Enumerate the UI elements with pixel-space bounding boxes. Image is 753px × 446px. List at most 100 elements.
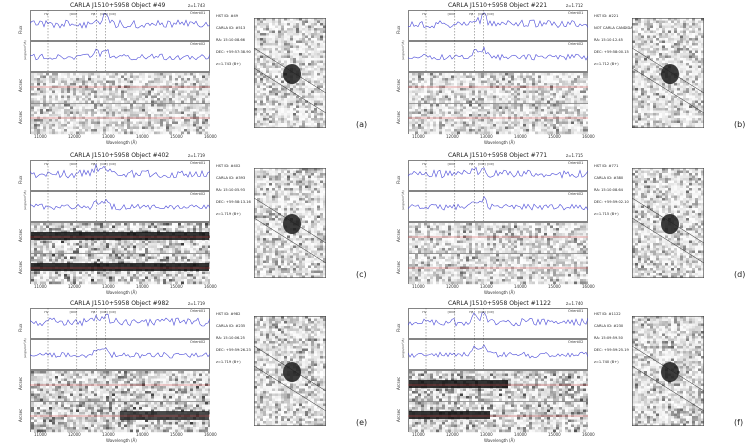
arcsec-axis-label: Arcsec <box>18 111 23 124</box>
arcsec-axis-label: Arcsec <box>18 377 23 390</box>
object-info-line: DEC: +59:58:00.15 <box>594 48 629 56</box>
arcsec-axis-label: Arcsec <box>18 229 23 242</box>
wavelength-tick: 12000 <box>68 134 81 139</box>
wavelength-axis-label: Wavelength (Å) <box>484 438 515 443</box>
wavelength-tick: 13000 <box>480 134 493 139</box>
arcsec-axis-label: Arcsec <box>396 261 401 274</box>
emission-line-label: Hγ <box>44 162 48 166</box>
wavelength-tick: 11000 <box>34 432 47 437</box>
emission-line-label: [OIII] <box>448 310 455 314</box>
object-info-line: HST ID: #982 <box>216 310 240 318</box>
figure-panel-d: CARLA J1510+5958 Object #771 z=1.715 Hγ [OI… <box>378 150 753 298</box>
object-info-line: HST ID: #1122 <box>594 310 621 318</box>
orient-label: Orient02 <box>190 192 205 196</box>
wavelength-tick: 15000 <box>170 432 183 437</box>
redshift-label: z=1.743 <box>188 3 205 8</box>
emission-line-label: [OII] <box>109 12 115 16</box>
emission-line-label: [OIII] <box>478 12 485 16</box>
spectrum-plot <box>408 10 588 138</box>
object-info-line: z=1.715 (B+) <box>594 210 619 218</box>
orient-label: Orient01 <box>568 11 583 15</box>
panel-title: CARLA J1510+5958 Object #982 <box>70 300 169 307</box>
redshift-label: z=1.715 <box>566 153 583 158</box>
emission-line-label: Hβ <box>469 162 473 166</box>
wavelength-tick: 12000 <box>68 284 81 289</box>
emission-line-label: Hγ <box>422 310 426 314</box>
object-info-line: RA: 15:10:06.25 <box>216 334 245 342</box>
arcsec-axis-label: Arcsec <box>18 409 23 422</box>
object-info-line: CARLA ID: #230 <box>594 322 623 330</box>
object-info-line: DEC: +59:57:38.90 <box>216 48 251 56</box>
panel-letter: (a) <box>356 120 367 129</box>
panel-title: CARLA J1510+5958 Object #1122 <box>448 300 551 307</box>
wavelength-tick: 16000 <box>204 432 217 437</box>
wavelength-tick: 14000 <box>514 284 527 289</box>
wavelength-tick: 14000 <box>136 134 149 139</box>
object-info-line: HST ID: #221 <box>594 12 618 20</box>
emission-line-label: [OIII] <box>100 162 107 166</box>
panel-letter: (f) <box>734 418 743 427</box>
hst-thumbnail <box>254 168 326 278</box>
arcsec-axis-label: Arcsec <box>396 79 401 92</box>
wavelength-tick: 14000 <box>514 134 527 139</box>
panel-title: CARLA J1510+5958 Object #771 <box>448 152 547 159</box>
hst-thumbnail <box>632 18 704 128</box>
object-info-line: DEC: +59:59:25.19 <box>594 346 629 354</box>
emission-line-label: [OIII] <box>448 162 455 166</box>
wavelength-axis-label: Wavelength (Å) <box>106 140 137 145</box>
spectrum-plot <box>408 308 588 436</box>
orient-label: Orient01 <box>190 161 205 165</box>
flux-axis-label: Flux <box>396 176 401 184</box>
wavelength-tick: 16000 <box>582 432 595 437</box>
arcsec-axis-label: Arcsec <box>396 377 401 390</box>
spectrum-plot <box>30 308 210 436</box>
redshift-label: z=1.712 <box>566 3 583 8</box>
orient-label: Orient01 <box>190 11 205 15</box>
orient-label: Orient02 <box>568 42 583 46</box>
flux-unit-label: (erg/s/cm²/Å) <box>401 190 405 210</box>
object-info-line: DEC: +59:59:02.10 <box>594 198 629 206</box>
hst-thumbnail <box>632 316 704 426</box>
wavelength-tick: 12000 <box>446 134 459 139</box>
object-info-line: DEC: +59:59:26.23 <box>216 346 251 354</box>
flux-unit-label: (erg/s/cm²/Å) <box>23 338 27 358</box>
wavelength-tick: 11000 <box>34 134 47 139</box>
wavelength-tick: 14000 <box>136 284 149 289</box>
redshift-label: z=1.719 <box>188 153 205 158</box>
panel-title: CARLA J1510+5958 Object #402 <box>70 152 169 159</box>
wavelength-tick: 13000 <box>480 284 493 289</box>
emission-line-label: Hβ <box>91 12 95 16</box>
emission-line-label: Hβ <box>91 310 95 314</box>
spectrum-plot <box>408 160 588 288</box>
object-info-line: HST ID: #402 <box>216 162 240 170</box>
emission-line-label: [OIII] <box>70 310 77 314</box>
wavelength-tick: 11000 <box>412 432 425 437</box>
emission-line-label: [OII] <box>487 162 493 166</box>
panel-letter: (c) <box>356 270 367 279</box>
panel-title: CARLA J1510+5958 Object #221 <box>448 2 547 9</box>
wavelength-tick: 12000 <box>446 284 459 289</box>
emission-line-label: [OII] <box>109 162 115 166</box>
orient-label: Orient02 <box>190 42 205 46</box>
flux-unit-label: (erg/s/cm²/Å) <box>401 40 405 60</box>
object-info-line: z=1.740 (B+) <box>594 358 619 366</box>
flux-axis-label: Flux <box>18 324 23 332</box>
object-info-line: RA: 15:10:08.64 <box>594 186 623 194</box>
hst-thumbnail <box>254 18 326 128</box>
wavelength-tick: 13000 <box>102 134 115 139</box>
wavelength-tick: 15000 <box>548 134 561 139</box>
flux-axis-label: Flux <box>396 324 401 332</box>
emission-line-label: Hγ <box>422 162 426 166</box>
emission-line-label: [OIII] <box>478 310 485 314</box>
arcsec-axis-label: Arcsec <box>18 261 23 274</box>
object-info-line: RA: 15:09:59.50 <box>594 334 623 342</box>
object-info-line: RA: 15:10:05.93 <box>216 186 245 194</box>
wavelength-tick: 13000 <box>480 432 493 437</box>
wavelength-tick: 12000 <box>68 432 81 437</box>
emission-line-label: Hγ <box>44 310 48 314</box>
orient-label: Orient02 <box>190 340 205 344</box>
wavelength-tick: 16000 <box>204 134 217 139</box>
